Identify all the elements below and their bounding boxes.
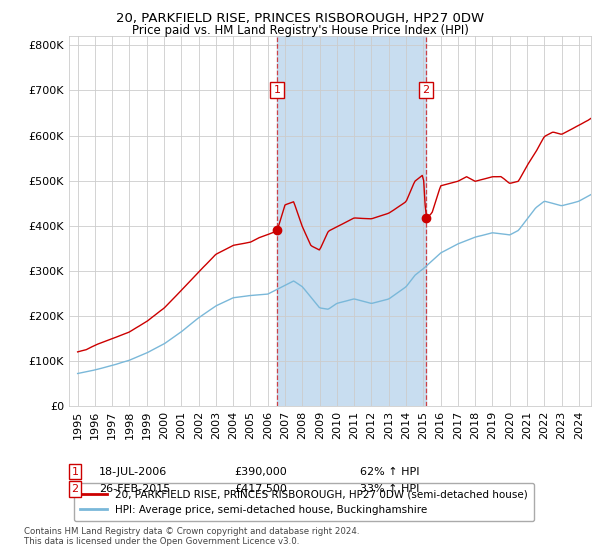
- Legend: 20, PARKFIELD RISE, PRINCES RISBOROUGH, HP27 0DW (semi-detached house), HPI: Ave: 20, PARKFIELD RISE, PRINCES RISBOROUGH, …: [74, 483, 534, 521]
- Text: 1: 1: [274, 85, 281, 95]
- Text: 1: 1: [71, 466, 79, 477]
- Text: 62% ↑ HPI: 62% ↑ HPI: [360, 466, 419, 477]
- Text: 2: 2: [71, 484, 79, 494]
- Text: 2: 2: [422, 85, 430, 95]
- Text: 20, PARKFIELD RISE, PRINCES RISBOROUGH, HP27 0DW: 20, PARKFIELD RISE, PRINCES RISBOROUGH, …: [116, 12, 484, 25]
- Text: £390,000: £390,000: [234, 466, 287, 477]
- Text: £417,500: £417,500: [234, 484, 287, 494]
- Text: 33% ↑ HPI: 33% ↑ HPI: [360, 484, 419, 494]
- Text: 18-JUL-2006: 18-JUL-2006: [99, 466, 167, 477]
- Bar: [277, 36, 426, 406]
- Text: Price paid vs. HM Land Registry's House Price Index (HPI): Price paid vs. HM Land Registry's House …: [131, 24, 469, 37]
- Text: Contains HM Land Registry data © Crown copyright and database right 2024.
This d: Contains HM Land Registry data © Crown c…: [24, 526, 359, 546]
- Text: 26-FEB-2015: 26-FEB-2015: [99, 484, 170, 494]
